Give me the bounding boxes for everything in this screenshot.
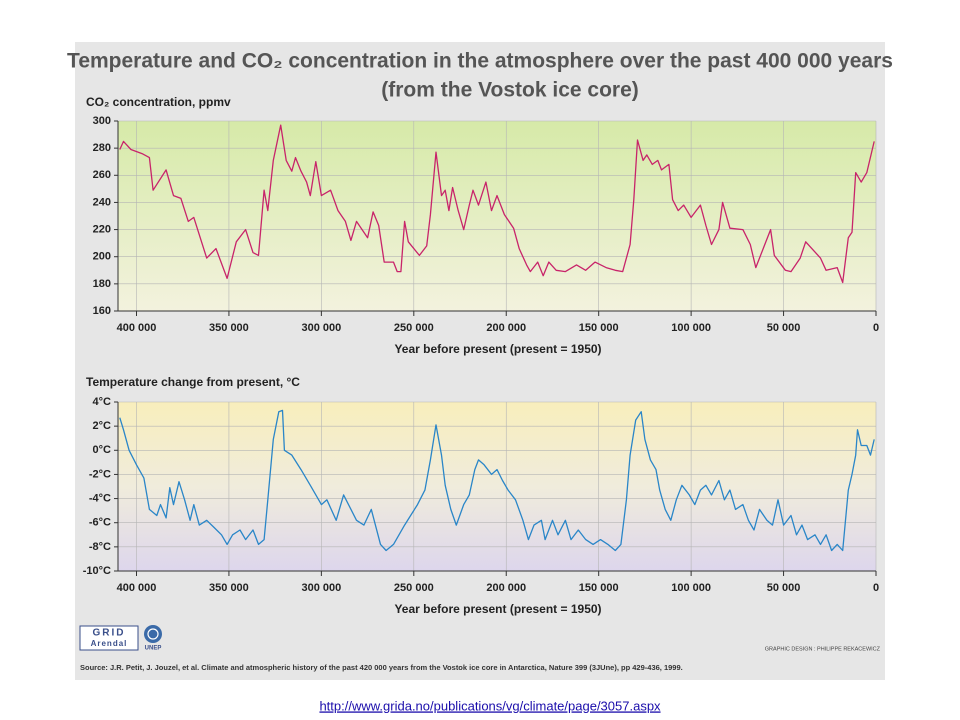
logo-circle [144, 625, 162, 643]
x-tick-label: 0 [873, 322, 879, 334]
y-tick-label: -10°C [83, 565, 111, 577]
chart-title: Temperature change from present, °C [86, 375, 300, 389]
data-line [119, 409, 875, 552]
x-tick-label: 350 000 [209, 582, 249, 594]
x-tick-label: 300 000 [301, 322, 341, 334]
y-tick-label: 220 [93, 223, 111, 235]
charts: CO₂ concentration, ppmv 160 180 200 220 240 26… [83, 95, 879, 616]
y-tick-label: 180 [93, 278, 111, 290]
source: Source: J.R. Petit, J. Jouzel, et al. Cl… [80, 663, 683, 672]
logo-unep: UNEP [144, 625, 162, 652]
credit: GRAPHIC DESIGN : PHILIPPE REKACEWICZ [765, 646, 881, 652]
y-tick-label: 0°C [93, 444, 112, 456]
x-tick-label: 200 000 [486, 322, 526, 334]
x-axis-label: Year before present (present = 1950) [394, 602, 601, 616]
x-tick-label: 200 000 [486, 582, 526, 594]
plot-background [118, 121, 876, 311]
figure-title: Temperature and CO₂ concentration in the… [67, 50, 893, 73]
x-tick-label: 250 000 [394, 582, 434, 594]
y-tick-label: 160 [93, 305, 111, 317]
x-tick-label: 50 000 [767, 582, 801, 594]
logo-grid: GRID Arendal [79, 625, 139, 651]
y-tick-label: 260 [93, 169, 111, 181]
chart-title: CO₂ concentration, ppmv [86, 95, 231, 109]
y-tick-label: 240 [93, 196, 111, 208]
plot-background [118, 402, 876, 571]
x-axis-label: Year before present (present = 1950) [394, 342, 601, 356]
x-tick-label: 50 000 [767, 322, 801, 334]
x-tick-label: 400 000 [117, 582, 157, 594]
x-tick-label: 400 000 [117, 322, 157, 334]
source-link[interactable]: http://www.grida.no/publications/vg/clim… [319, 698, 661, 713]
y-tick-label: 2°C [93, 420, 112, 432]
y-tick-label: 300 [93, 115, 111, 127]
y-tick-label: -8°C [89, 541, 111, 553]
x-tick-label: 300 000 [301, 582, 341, 594]
y-tick-label: 280 [93, 142, 111, 154]
logo-box [79, 625, 139, 651]
y-tick-label: -2°C [89, 468, 111, 480]
x-tick-label: 100 000 [671, 582, 711, 594]
x-tick-label: 350 000 [209, 322, 249, 334]
logo-circle [147, 628, 159, 640]
x-tick-label: 100 000 [671, 322, 711, 334]
logo-text: Arendal [91, 639, 128, 648]
data-line [119, 124, 875, 284]
y-tick-label: -4°C [89, 492, 111, 504]
x-tick-label: 0 [873, 582, 879, 594]
y-tick-label: -6°C [89, 517, 111, 529]
logo-text: UNEP [145, 646, 162, 652]
x-tick-label: 150 000 [579, 582, 619, 594]
y-tick-label: 200 [93, 251, 111, 263]
y-tick-label: 4°C [93, 396, 112, 408]
logo-text: GRID [93, 628, 126, 639]
figure-subtitle: (from the Vostok ice core) [381, 79, 639, 102]
x-tick-label: 250 000 [394, 322, 434, 334]
x-tick-label: 150 000 [579, 322, 619, 334]
